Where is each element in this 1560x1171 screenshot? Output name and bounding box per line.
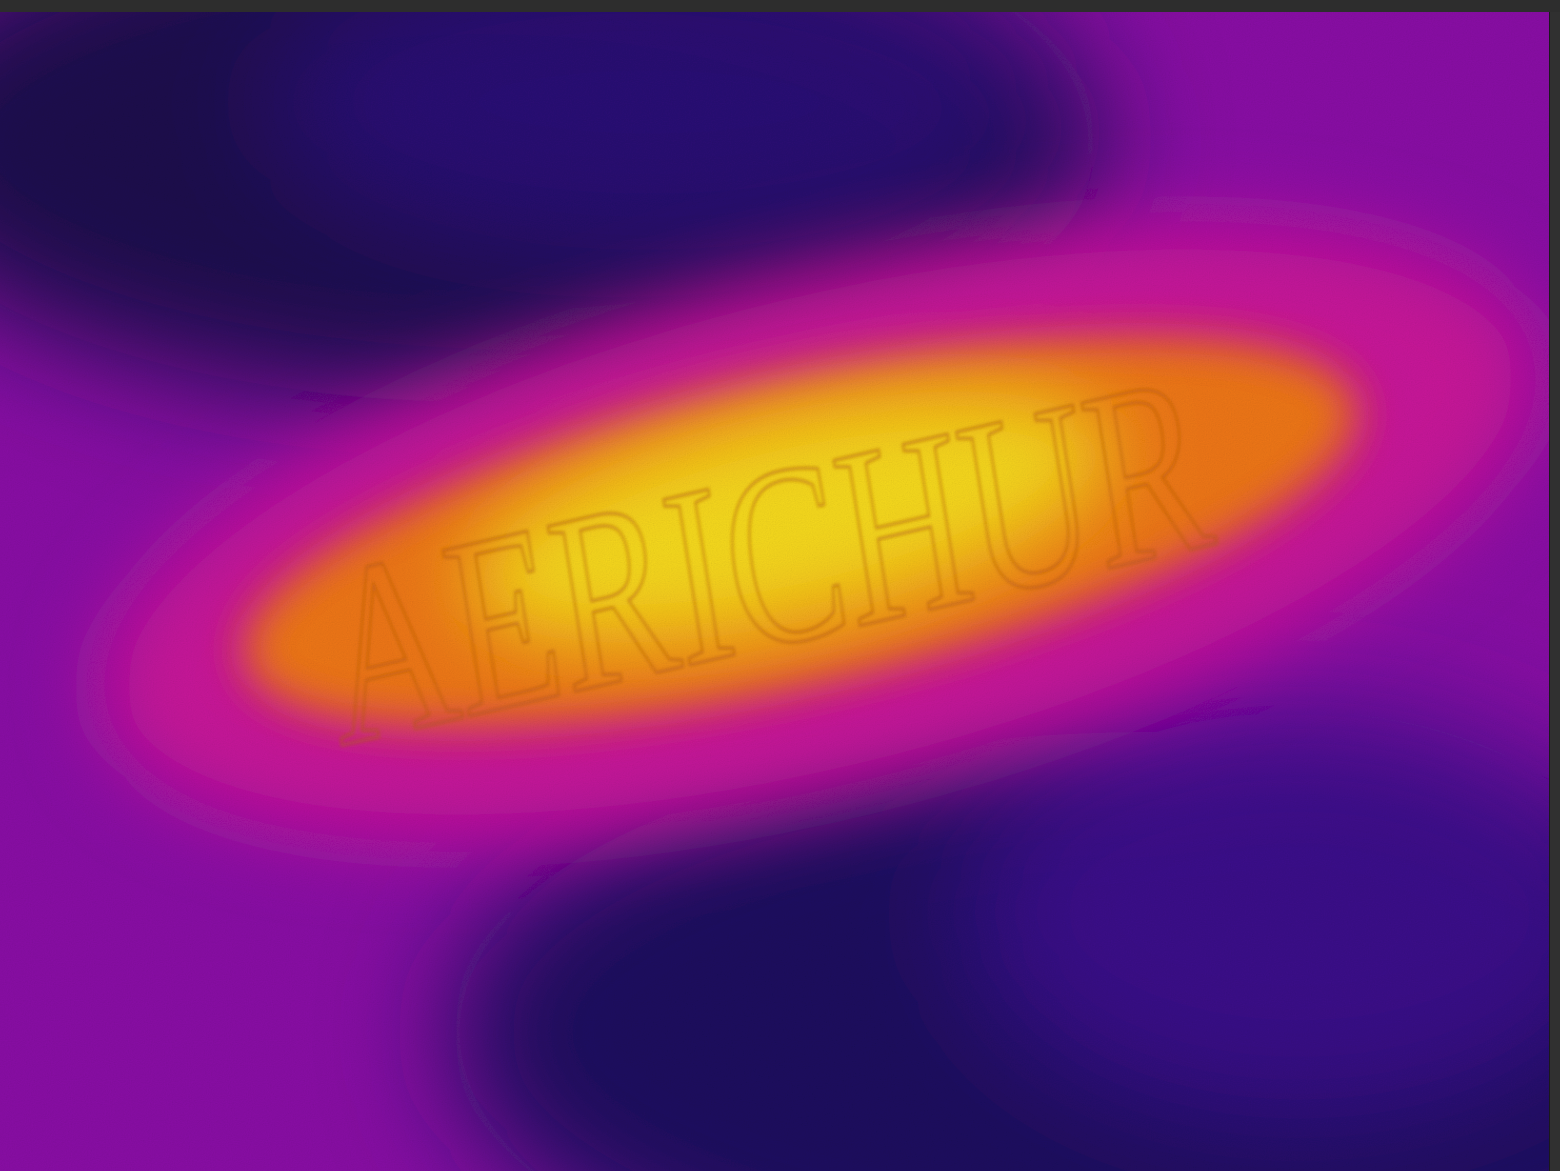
hottest-core-ellipse (467, 390, 1113, 644)
cold-zone-top-left-core (270, 12, 1030, 252)
hottest-core (467, 390, 1113, 644)
right-edge-scrollbar[interactable] (1549, 12, 1560, 1171)
cold-zone-bottom-right-core (970, 712, 1550, 1112)
image-canvas[interactable]: AERICHUR (0, 12, 1550, 1171)
thermal-image: AERICHUR (0, 12, 1550, 1171)
